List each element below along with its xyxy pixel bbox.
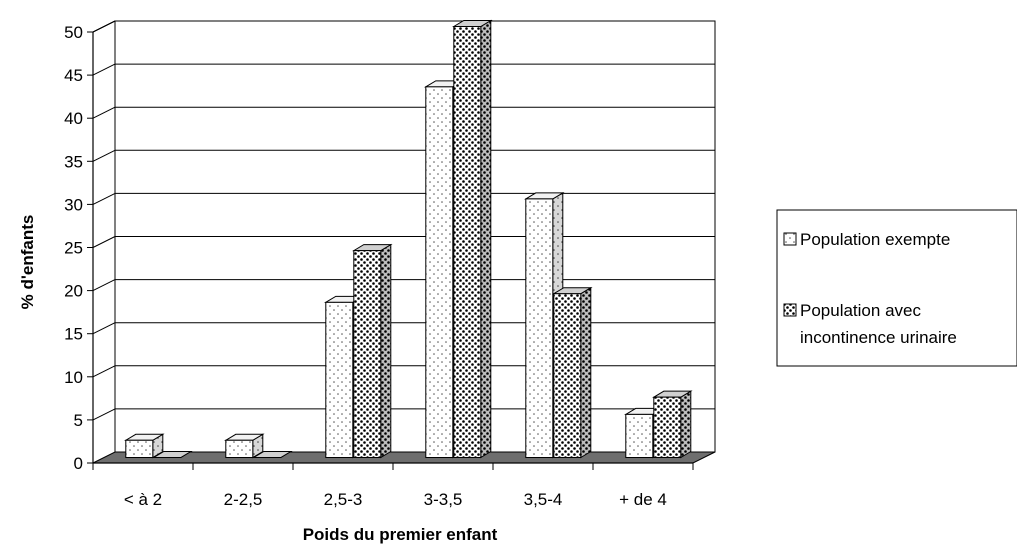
bar-front	[525, 198, 554, 458]
x-tick-label: 2,5-3	[324, 490, 363, 509]
bar	[151, 451, 193, 458]
bar-front	[425, 86, 454, 458]
chart-back-walls	[92, 20, 716, 464]
y-tick-label: 30	[64, 195, 83, 214]
bar-side	[480, 19, 492, 459]
bar	[451, 19, 493, 459]
side-wall-top	[92, 20, 116, 33]
y-tick-label: 50	[64, 23, 83, 42]
gridline-side	[92, 408, 116, 421]
y-tick-label: 40	[64, 109, 83, 128]
legend-label: Population exempte	[800, 230, 950, 249]
bar-top	[151, 451, 193, 458]
x-tick-label: 3,5-4	[524, 490, 563, 509]
bar	[551, 286, 593, 459]
gridline-side	[92, 279, 116, 292]
y-tick-label: 45	[64, 66, 83, 85]
bar-front	[453, 26, 482, 458]
legend-box	[776, 209, 1017, 367]
bar	[223, 433, 265, 459]
bar	[251, 451, 293, 458]
bar-front	[353, 250, 382, 458]
bar	[351, 243, 393, 459]
y-tick-label: 35	[64, 152, 83, 171]
legend-label: Population avec	[800, 301, 921, 320]
gridline-side	[92, 322, 116, 335]
x-axis-title: Poids du premier enfant	[303, 525, 498, 544]
y-tick-label: 15	[64, 325, 83, 344]
x-tick-label: 2-2,5	[224, 490, 263, 509]
gridline-side	[92, 236, 116, 248]
x-tick-label: + de 4	[619, 490, 667, 509]
legend: Population exempte Population avec inconti…	[776, 209, 1017, 367]
bar-front	[325, 301, 354, 458]
bar	[123, 433, 165, 459]
y-axis-title: % d'enfants	[18, 215, 37, 310]
bar-front	[653, 396, 682, 459]
legend-swatch	[783, 303, 797, 317]
gridline-side	[92, 365, 116, 378]
bar-front	[625, 413, 654, 458]
x-tick-label: < à 2	[124, 490, 162, 509]
y-tick-label: 25	[64, 239, 83, 258]
bar-side	[680, 390, 692, 459]
chart-bars	[123, 19, 693, 459]
chart-axes: 0 5 10 15 20 25 30 35 40 45 50 < à 2 2-2,5 2,5-3 3-3,5…	[64, 23, 694, 509]
y-tick-label: 10	[64, 368, 83, 387]
gridline-side	[92, 149, 116, 162]
bar-front	[553, 293, 582, 458]
legend-swatch	[783, 232, 797, 246]
bar-top	[251, 451, 293, 458]
gridline-side	[92, 192, 116, 205]
bar-side	[380, 243, 392, 459]
gridline-side	[92, 63, 116, 76]
legend-label: incontinence urinaire	[800, 328, 957, 347]
y-tick-label: 5	[74, 411, 83, 430]
bar	[651, 390, 693, 459]
gridline-side	[92, 106, 116, 119]
bar-front	[125, 439, 154, 459]
bar-side	[580, 286, 592, 459]
y-tick-label: 20	[64, 282, 83, 301]
bar-front	[225, 439, 254, 459]
y-tick-label: 0	[74, 454, 83, 473]
x-tick-label: 3-3,5	[424, 490, 463, 509]
